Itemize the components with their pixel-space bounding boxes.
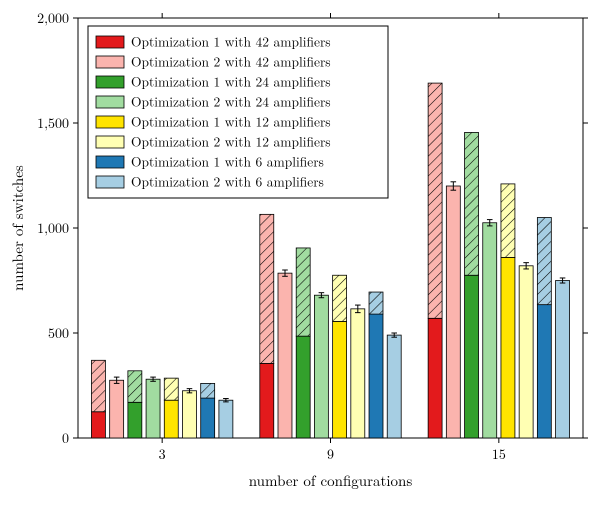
bar (219, 400, 233, 438)
bar (333, 321, 347, 438)
bar (483, 223, 497, 438)
legend-label: Optimization 2 with 42 amplifiers (131, 52, 331, 71)
bar-hatch (260, 214, 274, 363)
legend-swatch (96, 176, 124, 188)
y-tick-label: 0 (62, 428, 69, 448)
legend-label: Optimization 1 with 42 amplifiers (131, 32, 331, 51)
bar (182, 391, 196, 438)
legend-label: Optimization 1 with 24 amplifiers (131, 72, 331, 91)
bar-hatch (537, 218, 551, 305)
bar (110, 380, 124, 438)
bar-hatch (501, 184, 515, 258)
legend-label: Optimization 2 with 6 amplifiers (131, 172, 324, 191)
bar (369, 314, 383, 438)
bar (260, 363, 274, 438)
legend-swatch (96, 96, 124, 108)
legend-label: Optimization 1 with 6 amplifiers (131, 152, 324, 171)
bar (556, 281, 570, 439)
legend-swatch (96, 56, 124, 68)
legend-label: Optimization 1 with 12 amplifiers (131, 112, 331, 131)
chart-container: 0 500 1,000 1,500 2,000 number of switches 3 9 1… (0, 0, 600, 505)
legend-swatch (96, 116, 124, 128)
bar-hatch (465, 132, 479, 275)
legend-swatch (96, 156, 124, 168)
bar-chart: 0 500 1,000 1,500 2,000 number of switches 3 9 1… (0, 0, 600, 505)
bar-hatch (333, 275, 347, 321)
bar (537, 305, 551, 438)
bar (91, 412, 105, 438)
legend-swatch (96, 76, 124, 88)
bar (278, 273, 292, 438)
y-tick-label: 500 (48, 323, 69, 343)
bar (164, 400, 178, 438)
legend-swatch (96, 136, 124, 148)
bar-hatch (91, 360, 105, 411)
y-tick-label: 1,500 (37, 113, 69, 133)
bar (428, 318, 442, 438)
x-tick-label: 9 (327, 444, 334, 464)
x-tick-label: 3 (159, 444, 166, 464)
y-tick-label: 1,000 (37, 218, 69, 238)
bar (387, 335, 401, 438)
bar (465, 275, 479, 438)
bar-hatch (369, 292, 383, 314)
bar-hatch (428, 83, 442, 318)
x-axis-title: number of configurations (249, 470, 413, 491)
bar (501, 257, 515, 438)
y-tick-label: 2,000 (37, 8, 69, 28)
bar-hatch (296, 248, 310, 336)
bar (351, 309, 365, 438)
bar (519, 266, 533, 438)
bar (146, 379, 160, 438)
legend-label: Optimization 2 with 24 amplifiers (131, 92, 331, 111)
bar (201, 398, 215, 438)
bar (296, 336, 310, 438)
x-tick-label: 15 (492, 444, 506, 464)
bar-hatch (128, 371, 142, 403)
bar-hatch (201, 383, 215, 398)
bar-hatch (164, 378, 178, 400)
legend-swatch (96, 36, 124, 48)
bar (314, 295, 328, 438)
bar (128, 402, 142, 438)
bar (446, 186, 460, 438)
y-axis-title: number of switches (7, 165, 28, 291)
legend-label: Optimization 2 with 12 amplifiers (131, 132, 331, 151)
